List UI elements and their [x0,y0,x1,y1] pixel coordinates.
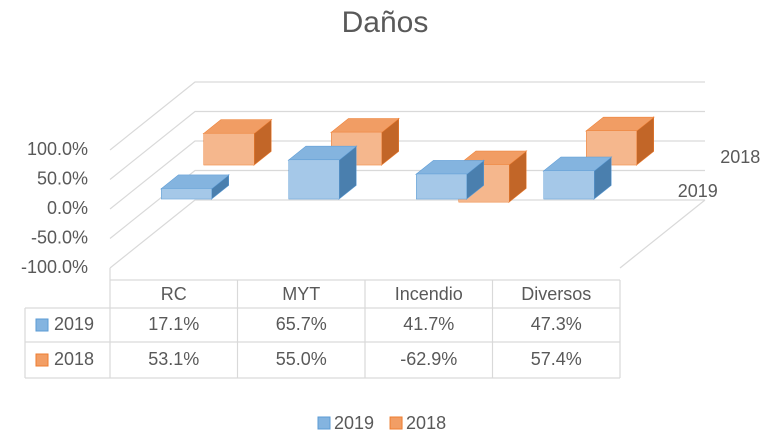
table-value: 17.1% [148,314,199,334]
legend: 2019 2018 [317,413,446,433]
bar-top-tint [416,160,484,175]
grid-line [109,140,705,210]
bar-front-tint [289,160,339,199]
bar-front [203,132,255,166]
bar-top-tint [331,118,399,133]
table-value: 47.3% [531,314,582,334]
legend-swatch [389,416,403,430]
bar [542,156,613,200]
table-key [35,318,49,332]
bar-front [416,173,467,200]
bar [160,174,230,200]
bars [160,116,655,203]
table-value: -62.9% [400,349,457,369]
category-label: MYT [282,284,320,304]
grid-line [109,110,705,180]
legend-label: 2019 [334,413,374,433]
legend-swatch [317,416,331,430]
bar-front-tint [161,188,212,199]
bar-side-shade [211,175,229,199]
table-value: 65.7% [276,314,327,334]
bar [287,145,358,200]
y-tick-label: 0.0% [47,198,88,218]
bar-front [288,159,340,200]
bar-top-tint [204,119,271,134]
bar-top-tint [289,146,356,161]
y-tick-label: 100.0% [27,139,88,159]
category-label: Diversos [521,284,591,304]
bar-side-shade [636,117,654,165]
table-key [35,353,49,367]
bar-side-shade [509,151,526,202]
bar-front [543,170,595,200]
bar-front [161,188,212,200]
table-value: 53.1% [148,349,199,369]
bar-top-tint [544,157,611,171]
y-tick-label: -100.0% [21,257,88,277]
table-value: 41.7% [403,314,454,334]
bar-front-tint [544,170,594,199]
table-value: 55.0% [276,349,327,369]
bar-top-tint [161,175,229,189]
table-series-label: 2018 [54,349,94,369]
bar-side-shade [466,160,484,199]
grid-line [109,169,705,239]
bar [202,118,273,166]
table-value: 57.4% [531,349,582,369]
category-label: RC [161,284,187,304]
legend-label: 2018 [406,413,446,433]
table-series-label: 2019 [54,314,94,334]
grid-line [109,81,705,151]
bar [415,159,485,200]
grid-line [109,199,705,269]
depth-label: 2018 [720,147,760,167]
bar-side-shade [254,119,271,165]
y-tick-label: -50.0% [31,227,88,247]
y-tick-label: 50.0% [37,168,88,188]
category-label: Incendio [395,284,463,304]
data-table: RC 17.1% 53.1% MYT 65.7% 55.0% Incendio 41.7% -6… [24,268,621,379]
bar-side-shade [339,146,356,199]
bar-front-tint [204,133,254,165]
floor-edge [619,199,706,269]
bar-top-tint [586,117,654,131]
bar-front-tint [416,174,467,199]
chart-title: Daños [342,6,429,39]
depth-label: 2019 [678,181,718,201]
bar-side-shade [381,118,399,165]
